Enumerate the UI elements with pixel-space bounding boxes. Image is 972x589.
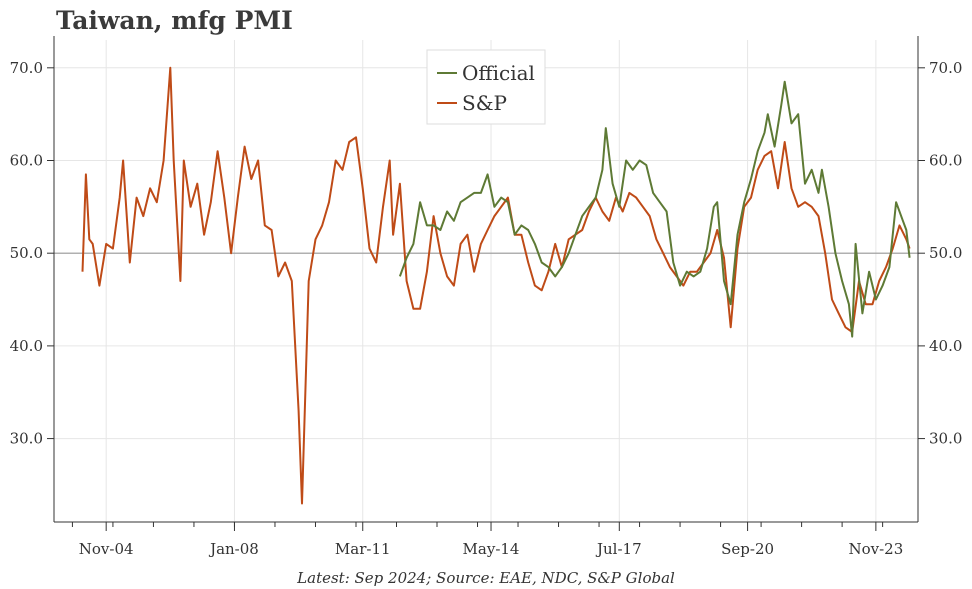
y-tick-label-right: 50.0	[929, 244, 962, 262]
series-line-sp	[81, 66, 911, 505]
y-tick-label-right: 30.0	[929, 430, 962, 448]
y-tick-label-left: 30.0	[10, 430, 43, 448]
y-tick-label-left: 60.0	[10, 152, 43, 170]
x-tick-label: Jan-08	[208, 540, 259, 558]
x-tick-label: Sep-20	[721, 540, 774, 558]
y-tick-label-left: 50.0	[10, 244, 43, 262]
source-caption: Latest: Sep 2024; Source: EAE, NDC, S&P …	[296, 569, 675, 587]
legend-label-sp: S&P	[462, 91, 507, 115]
x-tick-label: May-14	[463, 540, 520, 558]
series-group	[81, 66, 911, 505]
axes: 30.0 30.0 40.0 40.0 50.0 50.0 60.0 60.0 70.0 70.0…	[10, 36, 962, 558]
x-tick-label: Nov-04	[79, 540, 134, 558]
chart-title: Taiwan, mfg PMI	[56, 6, 293, 35]
legend-box	[426, 49, 546, 125]
legend-label-official: Official	[462, 61, 535, 85]
y-tick-label-right: 40.0	[929, 337, 962, 355]
legend: Official S&P	[426, 49, 546, 125]
series-line-official	[398, 80, 911, 338]
x-tick-label: Jul-17	[595, 540, 642, 558]
y-tick-label-left: 40.0	[10, 337, 43, 355]
y-tick-label-left: 70.0	[10, 59, 43, 77]
x-tick-label: Nov-23	[848, 540, 903, 558]
y-tick-label-right: 70.0	[929, 59, 962, 77]
y-tick-label-right: 60.0	[929, 152, 962, 170]
x-tick-label: Mar-11	[335, 540, 391, 558]
